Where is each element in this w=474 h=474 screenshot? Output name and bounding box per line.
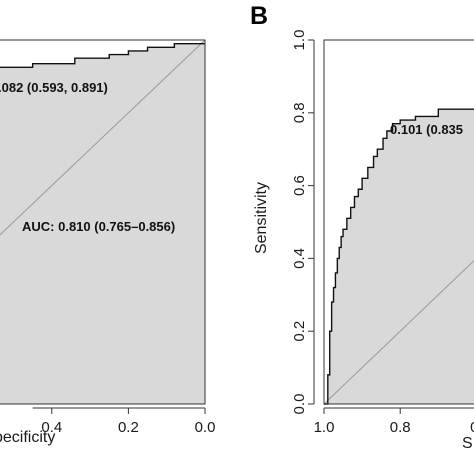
y-tick-label: 0.8 — [291, 102, 308, 123]
panel-label: B — [250, 2, 268, 30]
roc-curve — [0, 42, 205, 69]
reference-diagonal — [323, 260, 474, 405]
roc-curve — [324, 108, 474, 405]
y-tick-label: 0.0 — [291, 394, 308, 415]
x-tick-label: 0.4 — [41, 419, 62, 436]
x-axis-title: S — [462, 435, 473, 452]
y-axis-title: Sensitivity — [253, 182, 270, 254]
x-tick-label: 0. — [470, 419, 474, 436]
roc-area-fill — [0, 43, 205, 404]
reference-diagonal — [0, 39, 206, 236]
y-tick-label: 1.0 — [291, 30, 308, 51]
y-tick-label: 0.2 — [291, 321, 308, 342]
y-tick-label: 0.4 — [291, 248, 308, 269]
cutoff-annotation: 0.101 (0.835 — [390, 122, 463, 137]
x-tick-label: 0.8 — [390, 419, 411, 436]
x-axis-title: pecificity — [0, 429, 55, 446]
panel-a: 0.4 0.2 0.0 .082 (0.593, 0.891) AUC: 0.810… — [0, 39, 216, 446]
x-axis-ticks: 0.4 0.2 0.0 — [32, 407, 216, 436]
x-tick-label: 0.0 — [195, 419, 216, 436]
auc-annotation: AUC: 0.810 (0.765–0.856) — [22, 219, 175, 234]
panel-b: B 0.0 0.2 0.4 0.6 0.8 1.0 1.0 0.8 0. 0.101 (0.8… — [250, 2, 474, 452]
x-tick-label: 1.0 — [314, 419, 335, 436]
cutoff-annotation: .082 (0.593, 0.891) — [0, 80, 108, 95]
y-axis-ticks: 0.0 0.2 0.4 0.6 0.8 1.0 — [291, 30, 315, 415]
plot-frame — [0, 39, 206, 405]
y-tick-label: 0.6 — [291, 175, 308, 196]
plot-frame — [323, 39, 474, 405]
roc-area-fill — [324, 109, 474, 404]
x-tick-label: 0.2 — [118, 419, 139, 436]
x-axis-ticks: 1.0 0.8 0. — [314, 407, 474, 436]
